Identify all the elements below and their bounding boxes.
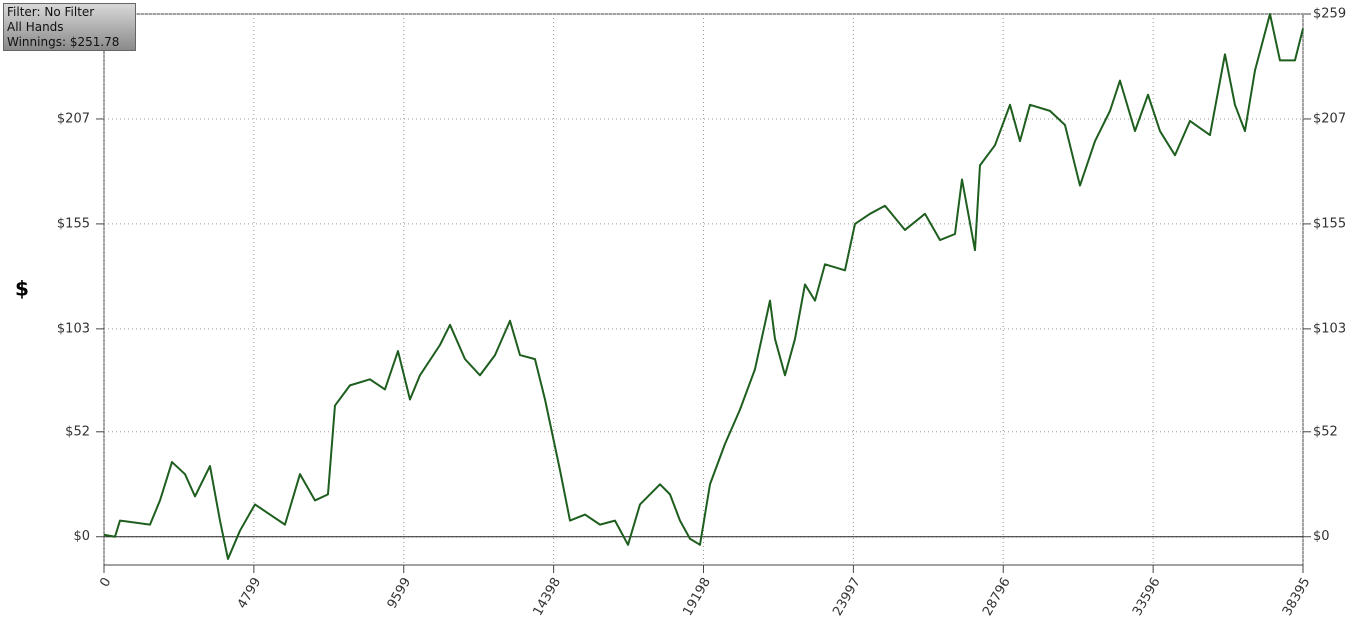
y2-tick-label: $155 bbox=[1313, 216, 1346, 231]
y2-tick-label: $52 bbox=[1313, 424, 1338, 439]
y2-tick-label: $103 bbox=[1313, 321, 1346, 336]
y-tick-label: $0 bbox=[73, 529, 90, 544]
x-tick-label: 38395 bbox=[1280, 575, 1314, 618]
y2-tick-label: $207 bbox=[1313, 111, 1346, 126]
x-tick-label: 23997 bbox=[830, 575, 864, 618]
filter-text: Filter: No Filter bbox=[7, 5, 95, 19]
y2-tick-label: $0 bbox=[1313, 529, 1330, 544]
y-tick-label: $207 bbox=[57, 111, 90, 126]
y-tick-label: $52 bbox=[65, 424, 90, 439]
winnings-line bbox=[103, 13, 1304, 560]
y2-tick-label: $259 bbox=[1313, 7, 1346, 22]
info-box: Filter: No Filter All Hands Winnings: $2… bbox=[3, 3, 136, 51]
hands-text: All Hands bbox=[7, 20, 64, 34]
x-tick-label: 19198 bbox=[680, 575, 714, 618]
y-tick-label: $155 bbox=[57, 216, 90, 231]
x-tick-label: 9599 bbox=[385, 575, 415, 611]
y-axis-label: $ bbox=[15, 277, 29, 301]
x-tick-label: 0 bbox=[97, 575, 114, 590]
x-tick-label: 33596 bbox=[1130, 575, 1164, 618]
winnings-text: Winnings: $251.78 bbox=[7, 35, 120, 49]
x-tick-label: 14398 bbox=[530, 575, 564, 618]
x-tick-label: 4799 bbox=[235, 575, 265, 611]
y-tick-label: $103 bbox=[57, 321, 90, 336]
x-tick-label: 28796 bbox=[980, 575, 1014, 618]
